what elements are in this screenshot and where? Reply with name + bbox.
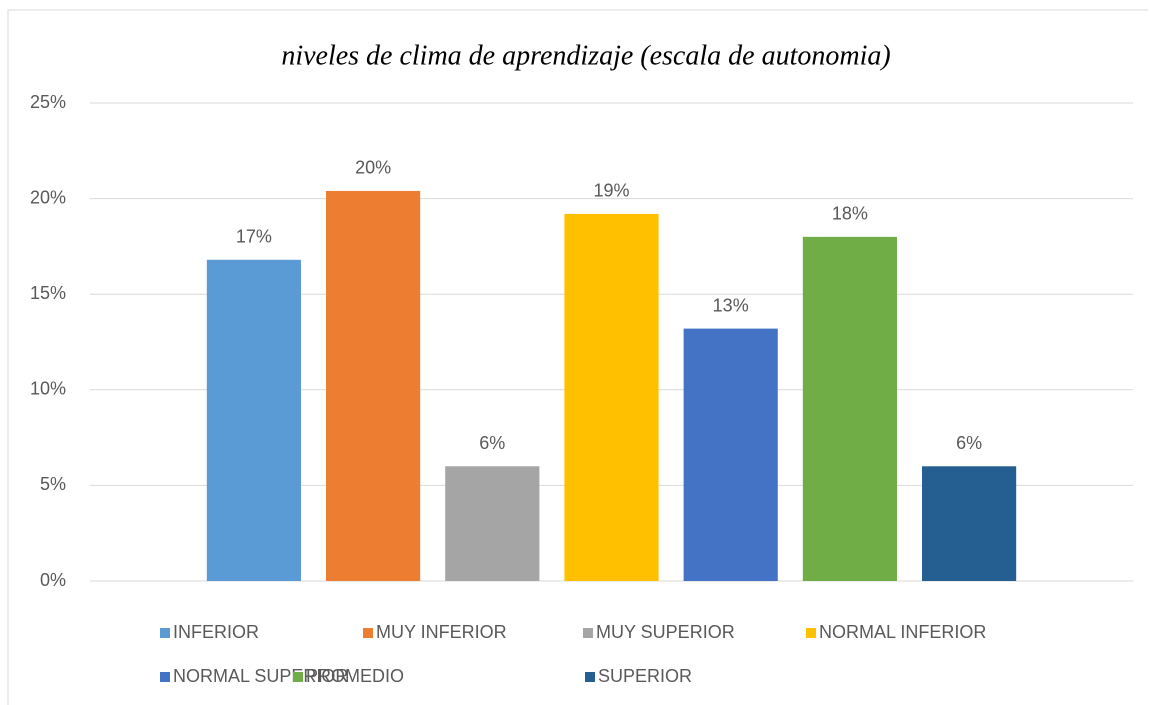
bar [206, 259, 301, 581]
legend-swatch [293, 672, 303, 682]
bar [922, 466, 1017, 581]
y-tick-label: 0% [40, 570, 66, 590]
data-label: 19% [593, 181, 629, 201]
y-tick-label: 20% [30, 187, 66, 207]
y-tick-label: 5% [40, 474, 66, 494]
legend-label: MUY INFERIOR [376, 622, 507, 642]
legend-label: NORMAL INFERIOR [819, 622, 986, 642]
bar [326, 190, 421, 581]
legend-label: NORMAL SUPERIOR [173, 666, 348, 686]
legend-swatch [363, 628, 373, 638]
data-label: 6% [479, 433, 505, 453]
legend-label: MUY SUPERIOR [596, 622, 735, 642]
data-label: 13% [713, 295, 749, 315]
bar [802, 236, 897, 581]
data-label: 18% [832, 204, 868, 224]
chart-border [7, 9, 1148, 705]
data-label: 17% [236, 227, 272, 247]
legend-swatch [583, 628, 593, 638]
legend-label: PROMEDIO [306, 666, 404, 686]
legend-label: SUPERIOR [598, 666, 692, 686]
data-label: 6% [956, 433, 982, 453]
legend-swatch [806, 628, 816, 638]
legend-swatch [160, 628, 170, 638]
legend-swatch [585, 672, 595, 682]
bar [445, 466, 540, 581]
chart-title: niveles de clima de aprendizaje (escala … [281, 40, 890, 71]
y-tick-label: 15% [30, 283, 66, 303]
bar [683, 328, 778, 581]
y-tick-label: 25% [30, 92, 66, 112]
bar [564, 213, 659, 581]
legend-label: INFERIOR [173, 622, 259, 642]
data-label: 20% [355, 158, 391, 178]
y-tick-label: 10% [30, 379, 66, 399]
legend-swatch [160, 672, 170, 682]
